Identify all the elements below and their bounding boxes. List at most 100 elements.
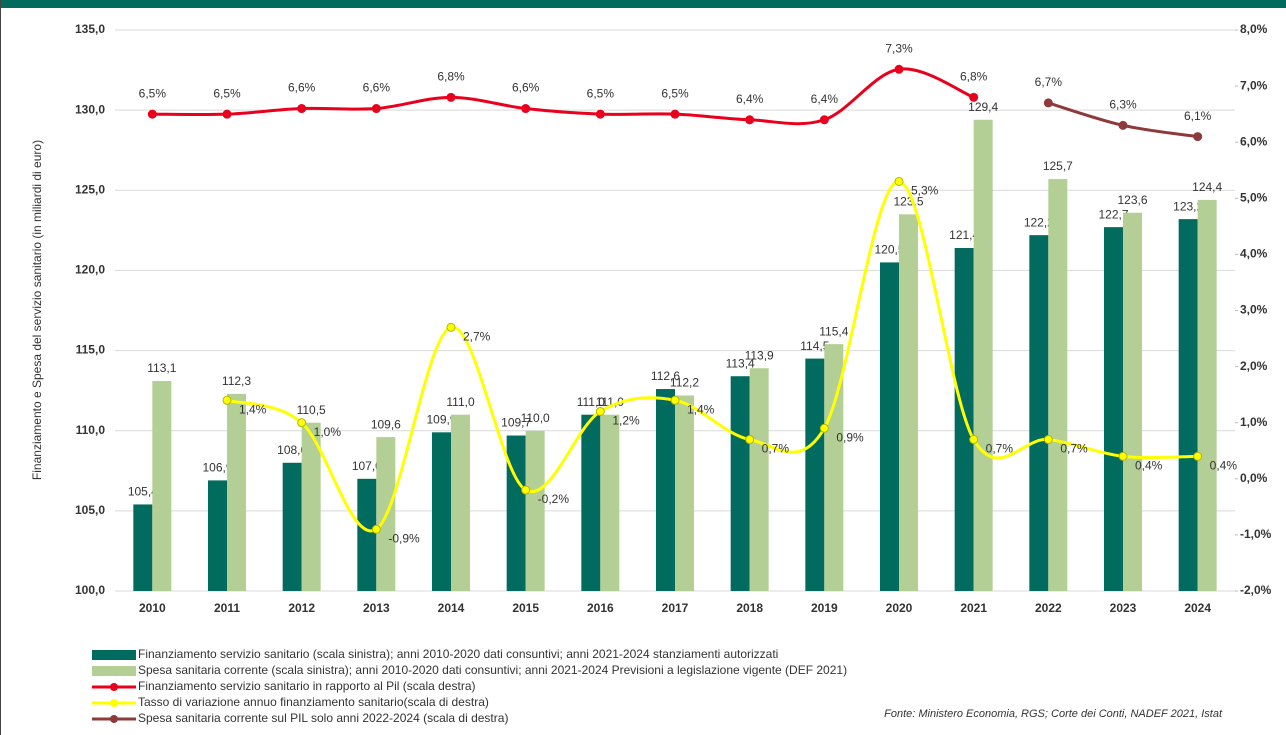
line-point	[371, 104, 381, 114]
bar	[1123, 212, 1142, 591]
line-point	[371, 524, 381, 534]
line-point	[894, 176, 904, 186]
line-value-label: 6,8%	[437, 69, 465, 83]
bar-value-label: 107,0	[352, 459, 382, 473]
x-tick-label: 2022	[1035, 601, 1062, 615]
bar	[1029, 235, 1049, 591]
line-point	[1043, 98, 1053, 108]
line-value-label: 6,5%	[587, 86, 615, 100]
y2-tick-label: 2,0%	[1240, 359, 1268, 373]
line-value-label: 6,5%	[661, 86, 689, 100]
bar	[357, 478, 377, 591]
x-tick-label: 2012	[288, 601, 315, 615]
y-tick-label: 100,0	[75, 583, 105, 597]
bar-value-label: 108,0	[277, 443, 307, 457]
line-value-label: 2,7%	[463, 330, 491, 344]
bar-value-label: 121,4	[949, 228, 979, 242]
line-point	[521, 104, 531, 114]
x-tick-label: 2023	[1110, 601, 1137, 615]
line-value-label: 6,3%	[1109, 98, 1137, 112]
bar-value-label: 110,0	[521, 411, 550, 425]
line-value-label: 6,4%	[811, 92, 839, 106]
line-value-label: 6,4%	[736, 92, 764, 106]
y2-tick-label: -2,0%	[1240, 583, 1272, 597]
line-point	[1193, 132, 1203, 142]
bar	[133, 504, 153, 591]
bar	[1048, 179, 1068, 591]
bar-value-label: 111,0	[446, 395, 475, 409]
x-tick-label: 2014	[438, 601, 465, 615]
line-value-label: 6,1%	[1184, 109, 1212, 123]
bar	[525, 430, 545, 591]
line-value-label: 6,5%	[213, 86, 241, 100]
line-point	[1118, 120, 1128, 130]
bar-value-label: 115,4	[819, 324, 848, 338]
line-point	[222, 395, 232, 405]
line-value-label: 0,7%	[1060, 442, 1088, 456]
x-tick-label: 2019	[811, 601, 838, 615]
line	[226, 179, 1198, 533]
y-axis-label: Finanziamento e Spesa del servizio sanit…	[30, 140, 44, 480]
bar	[805, 358, 825, 591]
bar-value-label: 106,9	[202, 461, 232, 475]
line-point	[969, 92, 979, 102]
line-value-label: 6,5%	[139, 86, 167, 100]
bar-value-label: 111,0	[596, 395, 625, 409]
line-value-label: -0,9%	[388, 531, 420, 545]
bar-value-label: 113,1	[147, 361, 176, 375]
legend-label: Finanziamento servizio sanitario (scala …	[138, 647, 778, 661]
y2-tick-label: 5,0%	[1240, 190, 1268, 204]
bar-value-label: 123,2	[1173, 199, 1203, 213]
line-value-label: 0,7%	[986, 442, 1014, 456]
line-value-label: 0,7%	[762, 442, 790, 456]
bar-value-label: 113,9	[745, 348, 774, 362]
bar-value-label: 112,3	[222, 374, 251, 388]
y2-tick-label: 6,0%	[1240, 134, 1268, 148]
line-value-label: 6,6%	[512, 81, 540, 95]
bar	[1197, 199, 1217, 591]
line-point	[147, 109, 157, 119]
x-tick-label: 2010	[139, 601, 166, 615]
bar	[1178, 219, 1198, 591]
bar-value-label: 113,4	[726, 356, 755, 370]
x-tick-label: 2016	[587, 601, 614, 615]
y2-tick-label: 8,0%	[1240, 22, 1268, 36]
legend-marker	[110, 683, 118, 691]
x-tick-label: 2013	[363, 601, 390, 615]
line-point	[1118, 451, 1128, 461]
y2-tick-label: 4,0%	[1240, 247, 1268, 261]
line-value-label: 6,8%	[960, 69, 988, 83]
line-value-label: 0,4%	[1210, 459, 1238, 473]
bar	[581, 414, 601, 591]
bar	[749, 368, 769, 591]
x-tick-label: 2018	[736, 601, 763, 615]
line-point	[595, 109, 605, 119]
legend-label: Spesa sanitaria corrente sul PIL solo an…	[138, 711, 508, 725]
y-tick-label: 120,0	[75, 263, 105, 277]
line-point	[745, 435, 755, 445]
line-point	[819, 423, 829, 433]
line-value-label: 6,6%	[288, 81, 316, 95]
legend-label: Spesa sanitaria corrente (scala sinistra…	[138, 663, 847, 677]
bar	[899, 214, 918, 592]
legend-swatch	[92, 650, 136, 660]
bar	[1104, 227, 1123, 591]
bar-value-label: 111,0	[577, 395, 606, 409]
legend-marker	[110, 715, 118, 723]
source: Fonte: Ministero Economia, RGS; Corte de…	[884, 708, 1223, 720]
line	[152, 67, 975, 126]
bar	[730, 376, 750, 591]
line-value-label: 0,4%	[1135, 459, 1163, 473]
y2-tick-label: 0,0%	[1240, 471, 1268, 485]
bar-value-label: 129,4	[968, 100, 998, 114]
bar-value-label: 109,6	[371, 417, 401, 431]
bar-value-label: 114,5	[800, 339, 829, 353]
line-value-label: 1,4%	[239, 402, 267, 416]
line-value-label: 1,2%	[612, 414, 640, 428]
line-value-label: 6,7%	[1035, 75, 1063, 89]
y-tick-label: 115,0	[76, 343, 106, 357]
line-point	[521, 485, 531, 495]
bar-value-label: 123,6	[1117, 193, 1147, 207]
bar-value-label: 123,5	[893, 195, 923, 209]
bar	[656, 389, 675, 591]
